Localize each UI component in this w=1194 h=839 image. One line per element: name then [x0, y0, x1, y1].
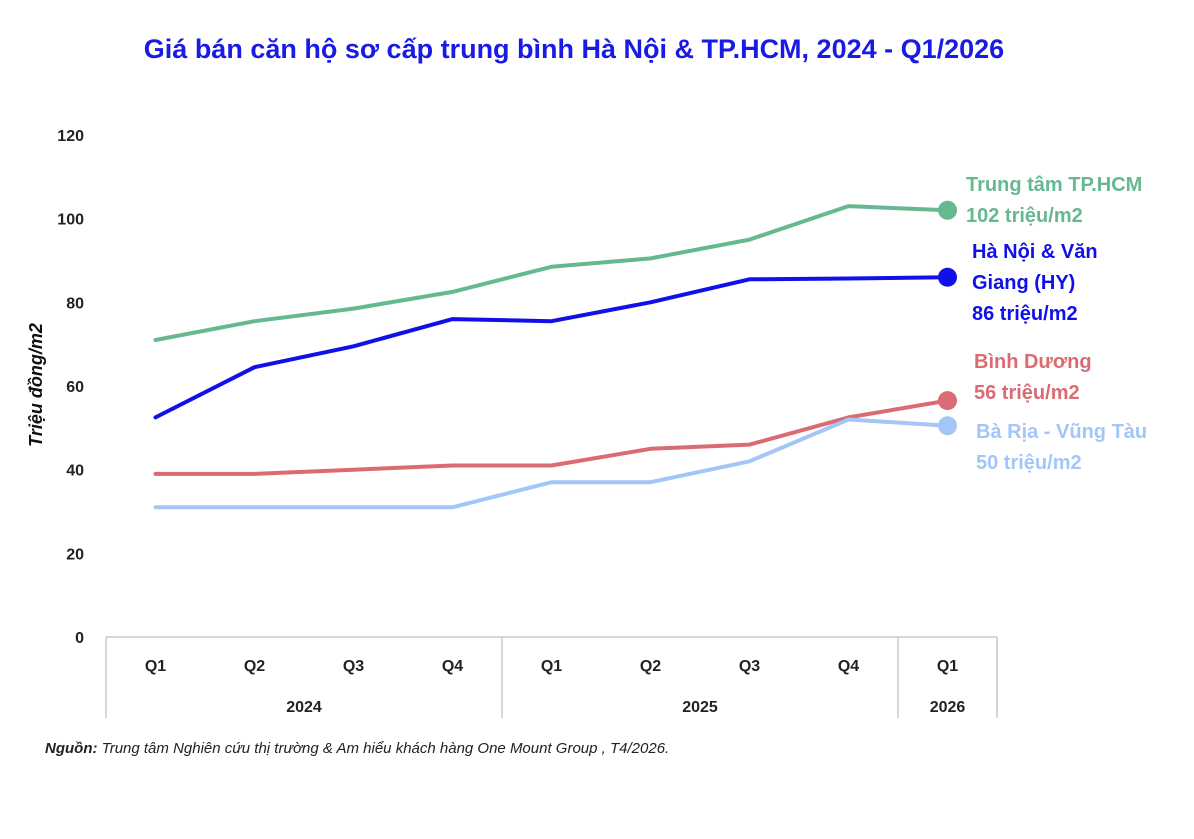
series-end-label: Hà Nội & Văn Giang (HY) 86 triệu/m2: [972, 241, 1098, 325]
x-group-label: 2024: [286, 699, 322, 716]
series-end-label: Bình Dương 56 triệu/m2: [974, 351, 1092, 404]
series-end-label: Trung tâm TP.HCM 102 triệu/m2: [966, 174, 1142, 227]
x-group-label: 2026: [930, 699, 966, 716]
y-axis-label: Triệu đồng/m2: [26, 323, 46, 447]
series-end-marker: [938, 416, 957, 436]
series-end-marker: [938, 200, 957, 220]
y-tick-label: 120: [57, 128, 84, 145]
source-prefix: Nguồn:: [45, 740, 98, 757]
y-axis-ticks: 0 20 40 60 80 100 120: [57, 128, 84, 647]
x-axis: Q1 Q2 Q3 Q4 Q1 Q2 Q3 Q4 Q1 2024 2025 2026: [105, 636, 998, 718]
series-end-label: Bà Rịa - Vũng Tàu 50 triệu/m2: [976, 421, 1147, 474]
x-tick-label: Q2: [244, 658, 265, 675]
x-tick-label: Q1: [145, 658, 166, 675]
series-line: [153, 398, 950, 476]
y-tick-label: 80: [66, 295, 84, 312]
x-tick-label: Q4: [442, 658, 463, 675]
source-text: Trung tâm Nghiên cứu thị trường & Am hiể…: [97, 740, 670, 757]
x-group-label: 2025: [682, 699, 718, 716]
y-tick-label: 20: [66, 546, 84, 563]
series-line: [153, 275, 950, 420]
x-tick-label: Q2: [640, 658, 661, 675]
y-tick-label: 100: [57, 212, 84, 229]
source-note: Nguồn: Trung tâm Nghiên cứu thị trường &…: [45, 740, 669, 757]
series-line: [153, 417, 950, 510]
series-lines: [153, 200, 957, 510]
x-tick-label: Q1: [541, 658, 562, 675]
chart-title: Giá bán căn hộ sơ cấp trung bình Hà Nội …: [144, 34, 1004, 64]
x-tick-label: Q4: [838, 658, 859, 675]
y-tick-label: 0: [75, 630, 84, 647]
y-tick-label: 40: [66, 463, 84, 480]
y-tick-label: 60: [66, 379, 84, 396]
series-end-marker: [938, 267, 957, 287]
x-tick-label: Q3: [343, 658, 364, 675]
x-tick-label: Q1: [937, 658, 958, 675]
series-line: [153, 204, 950, 342]
series-end-labels: Trung tâm TP.HCM 102 triệu/m2 Hà Nội & Văn…: [966, 174, 1147, 474]
x-tick-label: Q3: [739, 658, 760, 675]
series-end-marker: [938, 391, 957, 411]
